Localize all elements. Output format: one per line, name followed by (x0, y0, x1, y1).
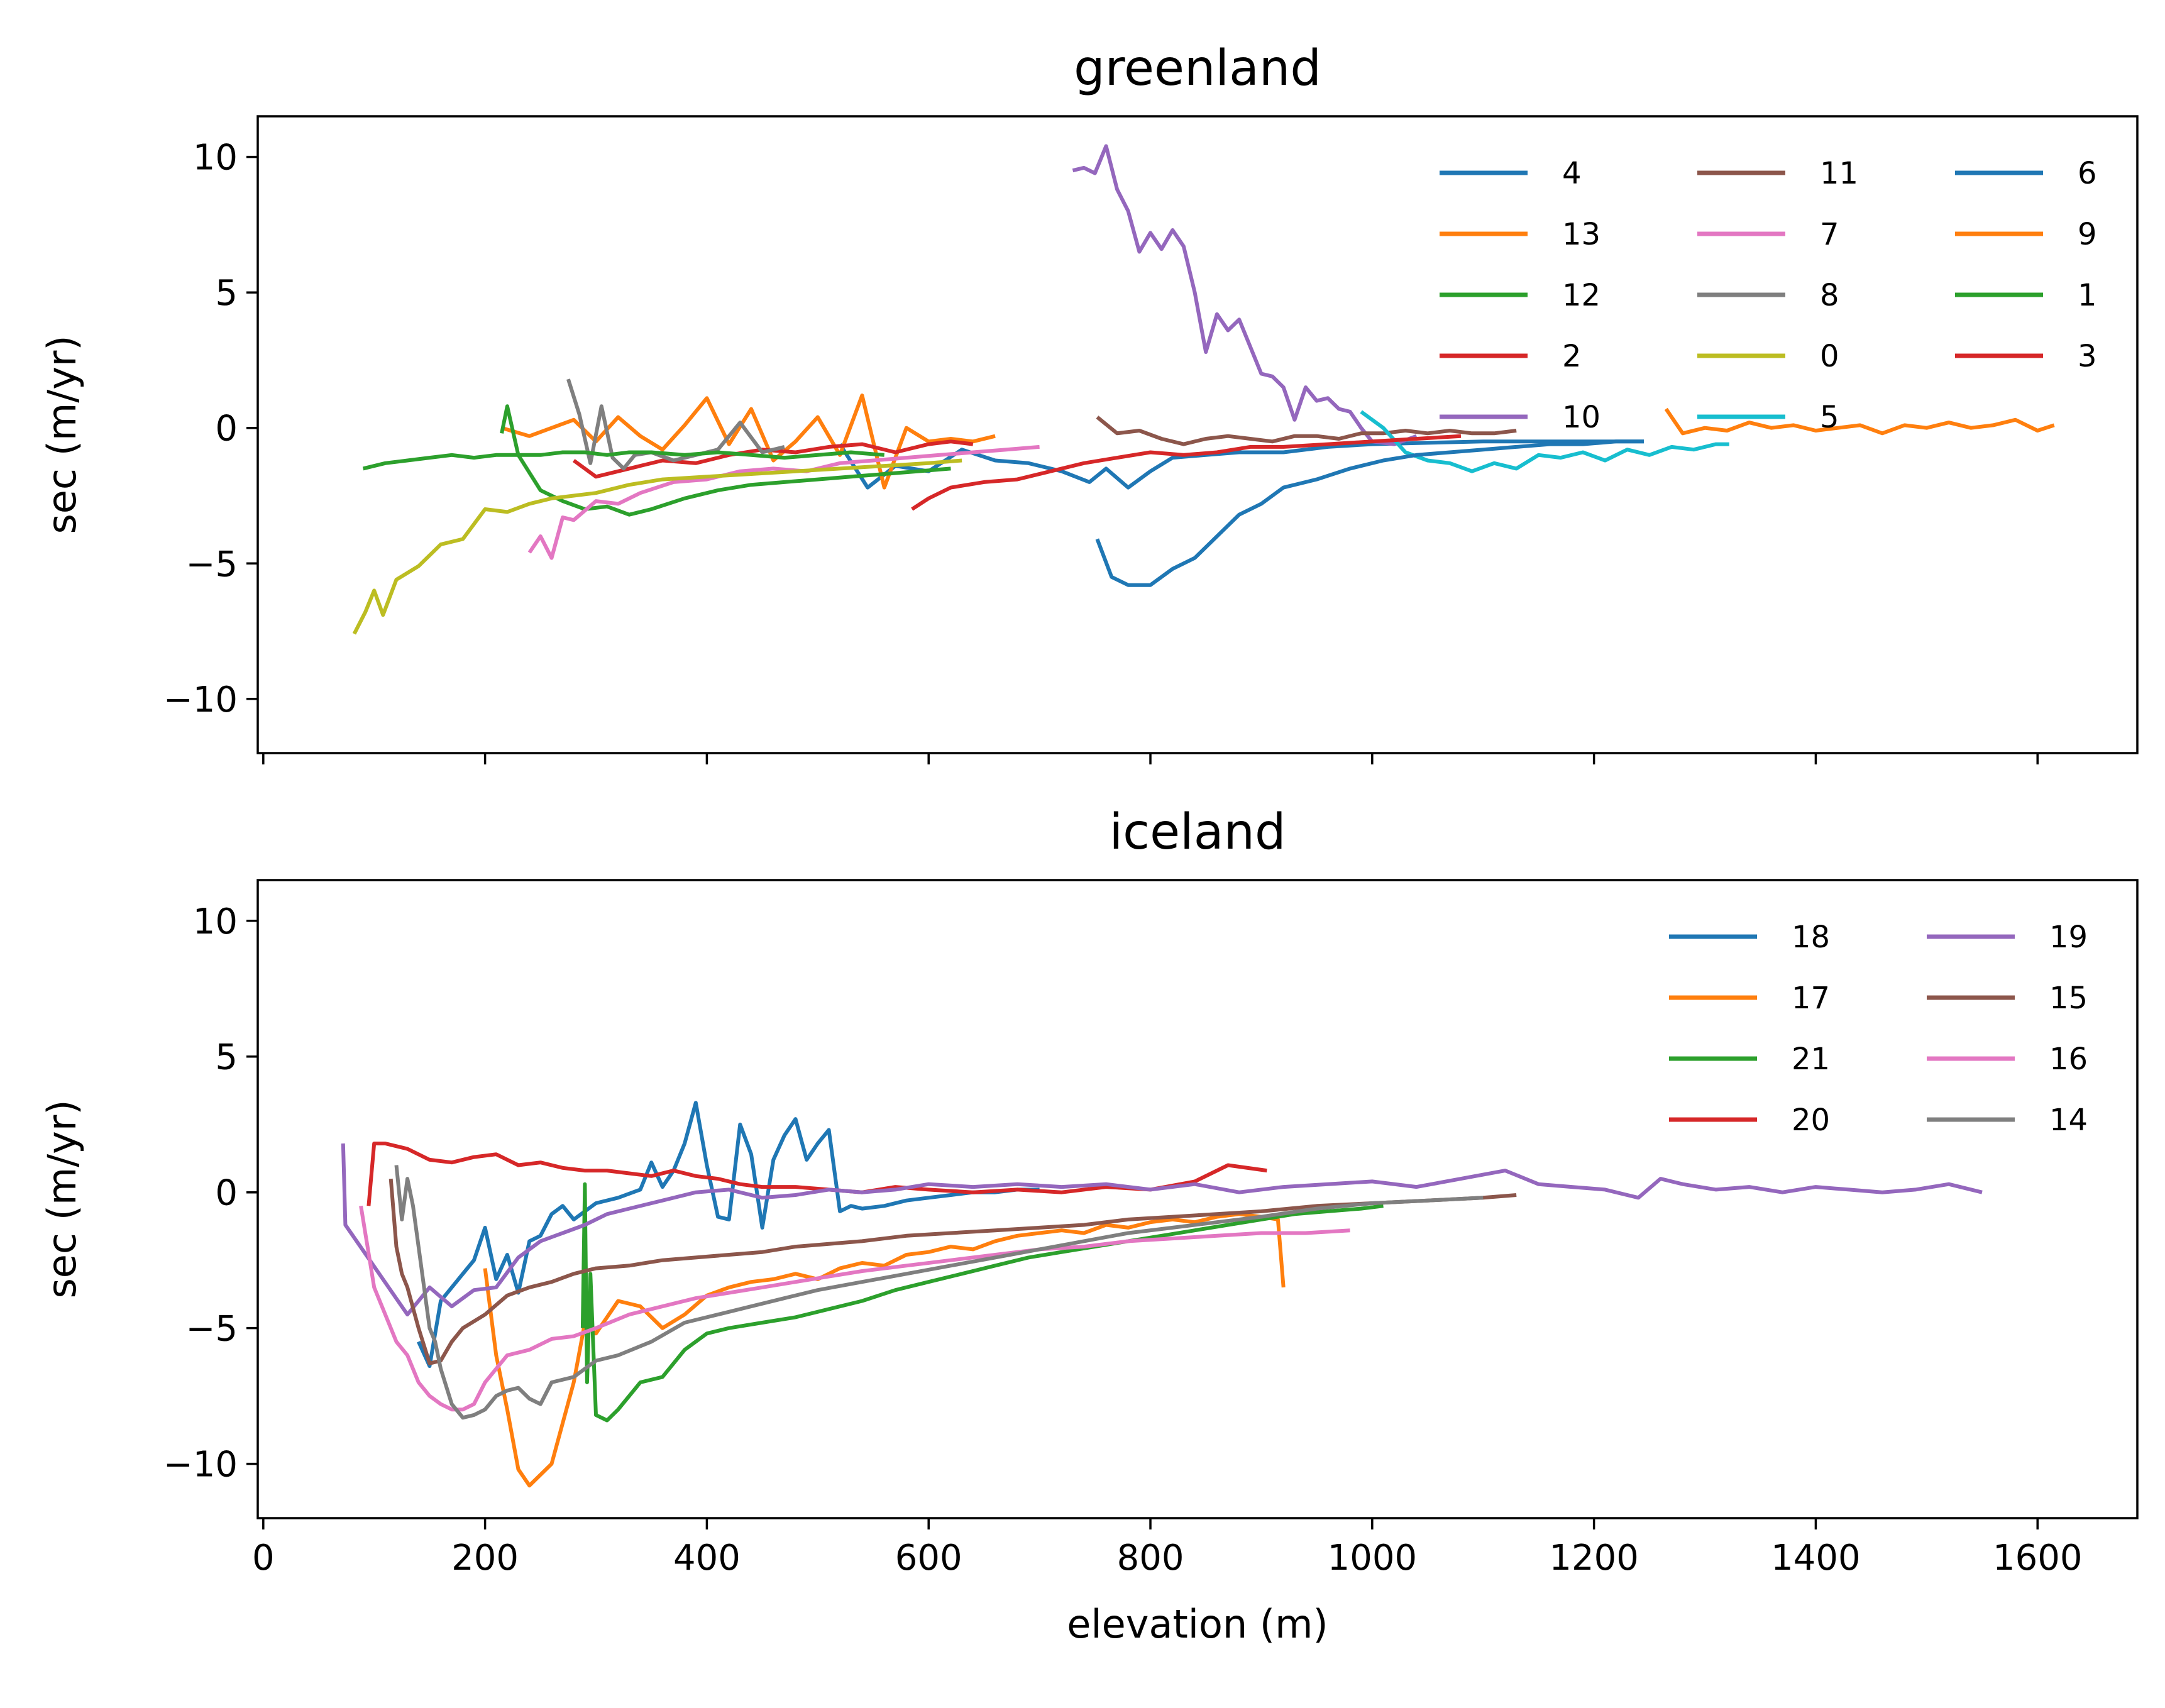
x-tick-label: 1400 (1771, 1538, 1861, 1579)
legend-label: 17 (1792, 981, 1830, 1016)
y-tick-label: 0 (215, 409, 238, 449)
series-line-12 (500, 404, 951, 517)
x-axis-label: elevation (m) (1067, 1601, 1328, 1647)
y-tick-label: −5 (185, 544, 238, 585)
y-tick-label: −10 (163, 1445, 238, 1485)
legend-label: 0 (1820, 339, 1839, 374)
series-line-19 (341, 1143, 1983, 1317)
legend-label: 6 (2078, 156, 2097, 191)
series-line-1 (362, 450, 884, 471)
x-tick-label: 0 (252, 1538, 275, 1579)
legend-label: 1 (2078, 278, 2097, 313)
y-tick-label: 5 (215, 1037, 238, 1078)
series-line-17 (483, 1212, 1286, 1488)
chart-title: greenland (1074, 40, 1321, 97)
series-line-0 (352, 458, 962, 635)
series-group (352, 144, 2055, 635)
series-line-18 (417, 1101, 1040, 1369)
legend-label: 14 (2049, 1103, 2088, 1138)
y-tick-label: 0 (215, 1173, 238, 1214)
series-line-14 (394, 1165, 1484, 1420)
legend-label: 18 (1792, 920, 1830, 955)
series-line-9 (1664, 407, 2055, 436)
x-tick-label: 400 (673, 1538, 741, 1579)
series-line-2 (572, 439, 974, 479)
series-line-7 (527, 444, 1040, 560)
legend-label: 11 (1820, 156, 1858, 191)
legend-label: 9 (2078, 217, 2097, 252)
x-tick-label: 1200 (1549, 1538, 1639, 1579)
legend-label: 10 (1562, 400, 1600, 435)
series-line-21 (580, 1182, 1384, 1423)
legend-label: 12 (1562, 278, 1600, 313)
chart-panel-iceland: iceland 10 5 0 −5 −10 0 200 400 600 800 1000 1200 140… (39, 804, 2139, 1647)
series-line-3 (911, 434, 1462, 511)
series-line-13 (501, 394, 996, 490)
legend-label: 16 (2049, 1042, 2088, 1077)
y-tick-label: 10 (193, 901, 238, 942)
x-tick-label: 600 (895, 1538, 962, 1579)
legend-label: 8 (1820, 278, 1839, 313)
series-group (341, 1101, 1983, 1488)
y-axis-label: sec (m/yr) (39, 1099, 85, 1298)
x-tick-label: 1600 (1993, 1538, 2083, 1579)
legend-label: 19 (2049, 920, 2088, 955)
legend-label: 7 (1820, 217, 1839, 252)
y-tick-label: 10 (193, 138, 238, 179)
series-line-6 (1095, 439, 1644, 587)
x-tick-label: 800 (1117, 1538, 1184, 1579)
legend-label: 15 (2049, 981, 2088, 1016)
x-tick-label: 1000 (1328, 1538, 1418, 1579)
x-tick-label: 200 (451, 1538, 519, 1579)
axes-frame (256, 115, 2139, 754)
legend-label: 4 (1562, 156, 1582, 191)
legend-label: 21 (1792, 1042, 1830, 1077)
y-tick-label: −5 (185, 1309, 238, 1350)
series-line-4 (838, 439, 1644, 490)
legend-label: 3 (2078, 339, 2097, 374)
series-line-20 (366, 1142, 1267, 1206)
legend-label: 20 (1792, 1103, 1830, 1138)
series-line-5 (1360, 410, 1729, 473)
axes-frame (256, 879, 2139, 1519)
legend-label: 13 (1562, 217, 1600, 252)
legend: 18 17 21 20 19 15 16 14 (1669, 920, 2088, 1138)
y-axis-label: sec (m/yr) (39, 335, 85, 534)
chart-title: iceland (1110, 804, 1286, 861)
series-line-10 (1072, 144, 1418, 446)
legend-label: 2 (1562, 339, 1582, 374)
legend-label: 5 (1820, 400, 1839, 435)
y-tick-label: 5 (215, 273, 238, 314)
series-line-11 (1096, 416, 1517, 446)
series-line-16 (359, 1205, 1350, 1412)
y-tick-label: −10 (163, 680, 238, 720)
